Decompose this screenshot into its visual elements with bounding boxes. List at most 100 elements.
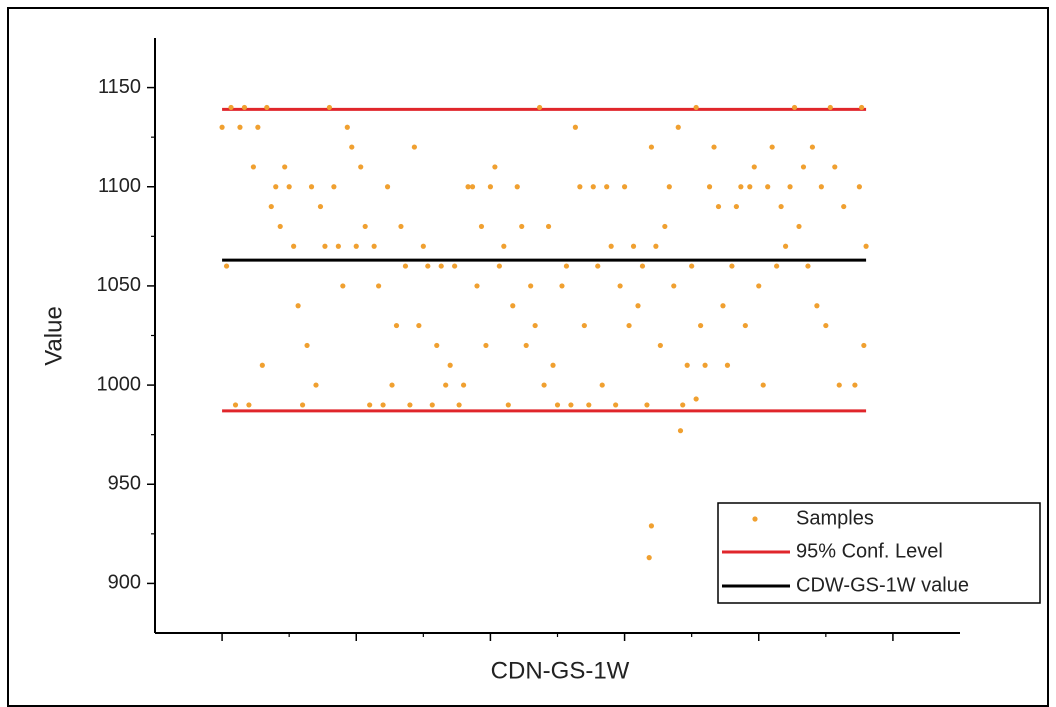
sample-point xyxy=(608,243,614,249)
sample-point xyxy=(861,342,867,349)
sample-point xyxy=(501,243,507,249)
sample-point xyxy=(443,382,449,388)
sample-point xyxy=(621,184,628,190)
sample-point xyxy=(724,362,731,368)
sample-point xyxy=(322,243,328,249)
sample-point xyxy=(505,402,511,408)
sample-point xyxy=(291,243,297,249)
sample-point xyxy=(277,223,283,230)
sample-point xyxy=(358,164,364,170)
sample-point xyxy=(729,263,735,269)
sample-point xyxy=(393,322,400,329)
sample-point xyxy=(460,382,467,388)
sample-point xyxy=(308,184,315,190)
sample-point xyxy=(398,223,404,230)
sample-point xyxy=(362,223,368,230)
sample-point xyxy=(662,223,668,230)
sample-point xyxy=(747,184,753,190)
sample-point xyxy=(465,184,471,190)
sample-point xyxy=(671,283,677,289)
sample-point xyxy=(675,124,681,130)
sample-point xyxy=(282,164,288,170)
sample-point xyxy=(702,362,708,368)
sample-point xyxy=(255,124,261,130)
sample-point xyxy=(456,402,462,408)
sample-point xyxy=(595,263,601,269)
sample-point xyxy=(626,322,632,329)
sample-point xyxy=(800,164,807,170)
sample-point xyxy=(420,243,426,249)
sample-point xyxy=(474,283,480,289)
sample-point xyxy=(367,402,373,408)
sample-point xyxy=(545,223,552,230)
sample-point xyxy=(416,322,422,329)
sample-point xyxy=(836,382,842,388)
sample-point xyxy=(693,396,699,402)
sample-point xyxy=(237,124,243,130)
sample-point xyxy=(805,263,811,269)
sample-point xyxy=(689,263,695,269)
sample-point xyxy=(774,263,780,269)
sample-point xyxy=(617,283,623,289)
sample-point xyxy=(384,184,391,190)
sample-point xyxy=(469,184,476,190)
sample-point xyxy=(733,203,739,210)
sample-point xyxy=(832,164,838,170)
sample-point xyxy=(841,203,847,210)
sample-point xyxy=(639,263,646,269)
sample-point xyxy=(264,104,270,111)
sample-point xyxy=(380,402,386,408)
sample-point xyxy=(487,184,494,190)
sample-point xyxy=(340,283,346,289)
sample-point xyxy=(523,342,529,349)
sample-point xyxy=(295,303,301,309)
legend-label: Samples xyxy=(796,507,874,529)
sample-point xyxy=(756,283,762,289)
sample-point xyxy=(541,382,547,388)
sample-point xyxy=(228,104,234,111)
sample-point xyxy=(653,243,659,249)
sample-point xyxy=(429,402,435,408)
sample-point xyxy=(349,144,355,150)
sample-point xyxy=(644,402,650,408)
sample-point xyxy=(447,362,453,368)
sample-point xyxy=(563,263,570,269)
sample-point xyxy=(313,382,319,388)
sample-point xyxy=(496,263,502,269)
sample-point xyxy=(434,342,440,349)
sample-point xyxy=(782,243,789,249)
sample-point xyxy=(791,104,798,111)
sample-point xyxy=(559,283,565,289)
sample-point xyxy=(568,402,574,408)
y-tick-label: 1000 xyxy=(97,373,142,395)
y-tick-label: 1100 xyxy=(98,175,141,197)
sample-point xyxy=(657,342,663,349)
sample-point xyxy=(250,164,256,170)
sample-point xyxy=(514,184,520,190)
sample-point xyxy=(720,303,726,309)
sample-point xyxy=(411,144,417,150)
sample-point xyxy=(577,184,583,190)
sample-point xyxy=(677,428,684,434)
sample-point xyxy=(344,124,350,130)
sample-point xyxy=(478,223,485,230)
sample-point xyxy=(859,104,865,111)
sample-point xyxy=(760,382,766,388)
sample-point xyxy=(742,322,748,329)
sample-point xyxy=(223,263,230,269)
sample-point xyxy=(438,263,444,269)
sample-point xyxy=(259,362,265,368)
sample-point xyxy=(646,555,652,561)
sample-point xyxy=(219,124,225,130)
sample-point xyxy=(765,184,771,190)
legend-label: 95% Conf. Level xyxy=(796,540,943,562)
legend-marker xyxy=(752,516,758,522)
sample-point xyxy=(796,223,802,230)
sample-point xyxy=(666,184,672,190)
sample-point xyxy=(326,104,333,111)
sample-point xyxy=(452,263,458,269)
sample-point xyxy=(510,303,516,309)
sample-point xyxy=(814,303,820,309)
sample-point xyxy=(604,184,610,190)
sample-point xyxy=(241,104,248,111)
